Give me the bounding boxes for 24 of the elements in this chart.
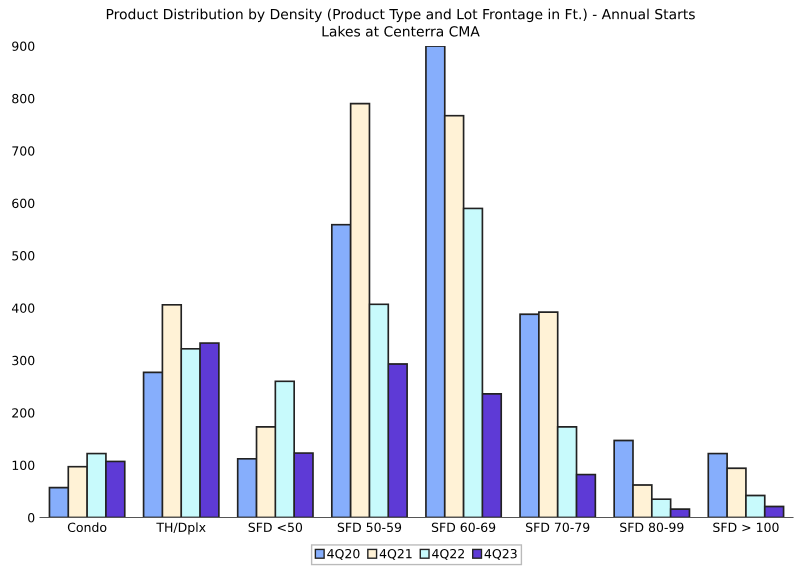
y-tick-label: 700	[12, 146, 34, 156]
y-tick-label: 500	[12, 251, 34, 260]
x-tick-label: Condo	[68, 522, 106, 532]
legend-label: 4Q23	[484, 548, 517, 560]
legend-label: 4Q20	[327, 548, 360, 560]
legend-label: 4Q22	[432, 548, 464, 560]
y-tick-label: 300	[12, 356, 34, 366]
x-tick-label: SFD > 100	[713, 522, 779, 532]
y-tick-label: 0	[28, 512, 34, 522]
y-tick-label: 100	[12, 460, 34, 470]
x-tick-label: SFD 60-69	[432, 522, 496, 532]
x-tick-label: SFD 70-79	[526, 522, 590, 532]
y-tick-label: 800	[12, 94, 34, 104]
x-tick-label: SFD 50-59	[338, 522, 402, 532]
legend-label: 4Q21	[380, 548, 412, 560]
y-tick-label: 900	[12, 41, 34, 51]
y-tick-label: 200	[12, 408, 34, 418]
chart-title: Product Distribution by Density (Product Type and Lot Frontage in Ft.) - Annual Starts	[106, 8, 695, 22]
x-tick-label: TH/Dplx	[156, 522, 206, 534]
x-tick-label: SFD <50	[248, 522, 302, 532]
y-tick-label: 600	[12, 198, 34, 208]
x-tick-label: SFD 80-99	[620, 522, 684, 532]
chart-subtitle: Lakes at Centerra CMA	[322, 26, 480, 37]
y-tick-label: 400	[12, 303, 34, 313]
